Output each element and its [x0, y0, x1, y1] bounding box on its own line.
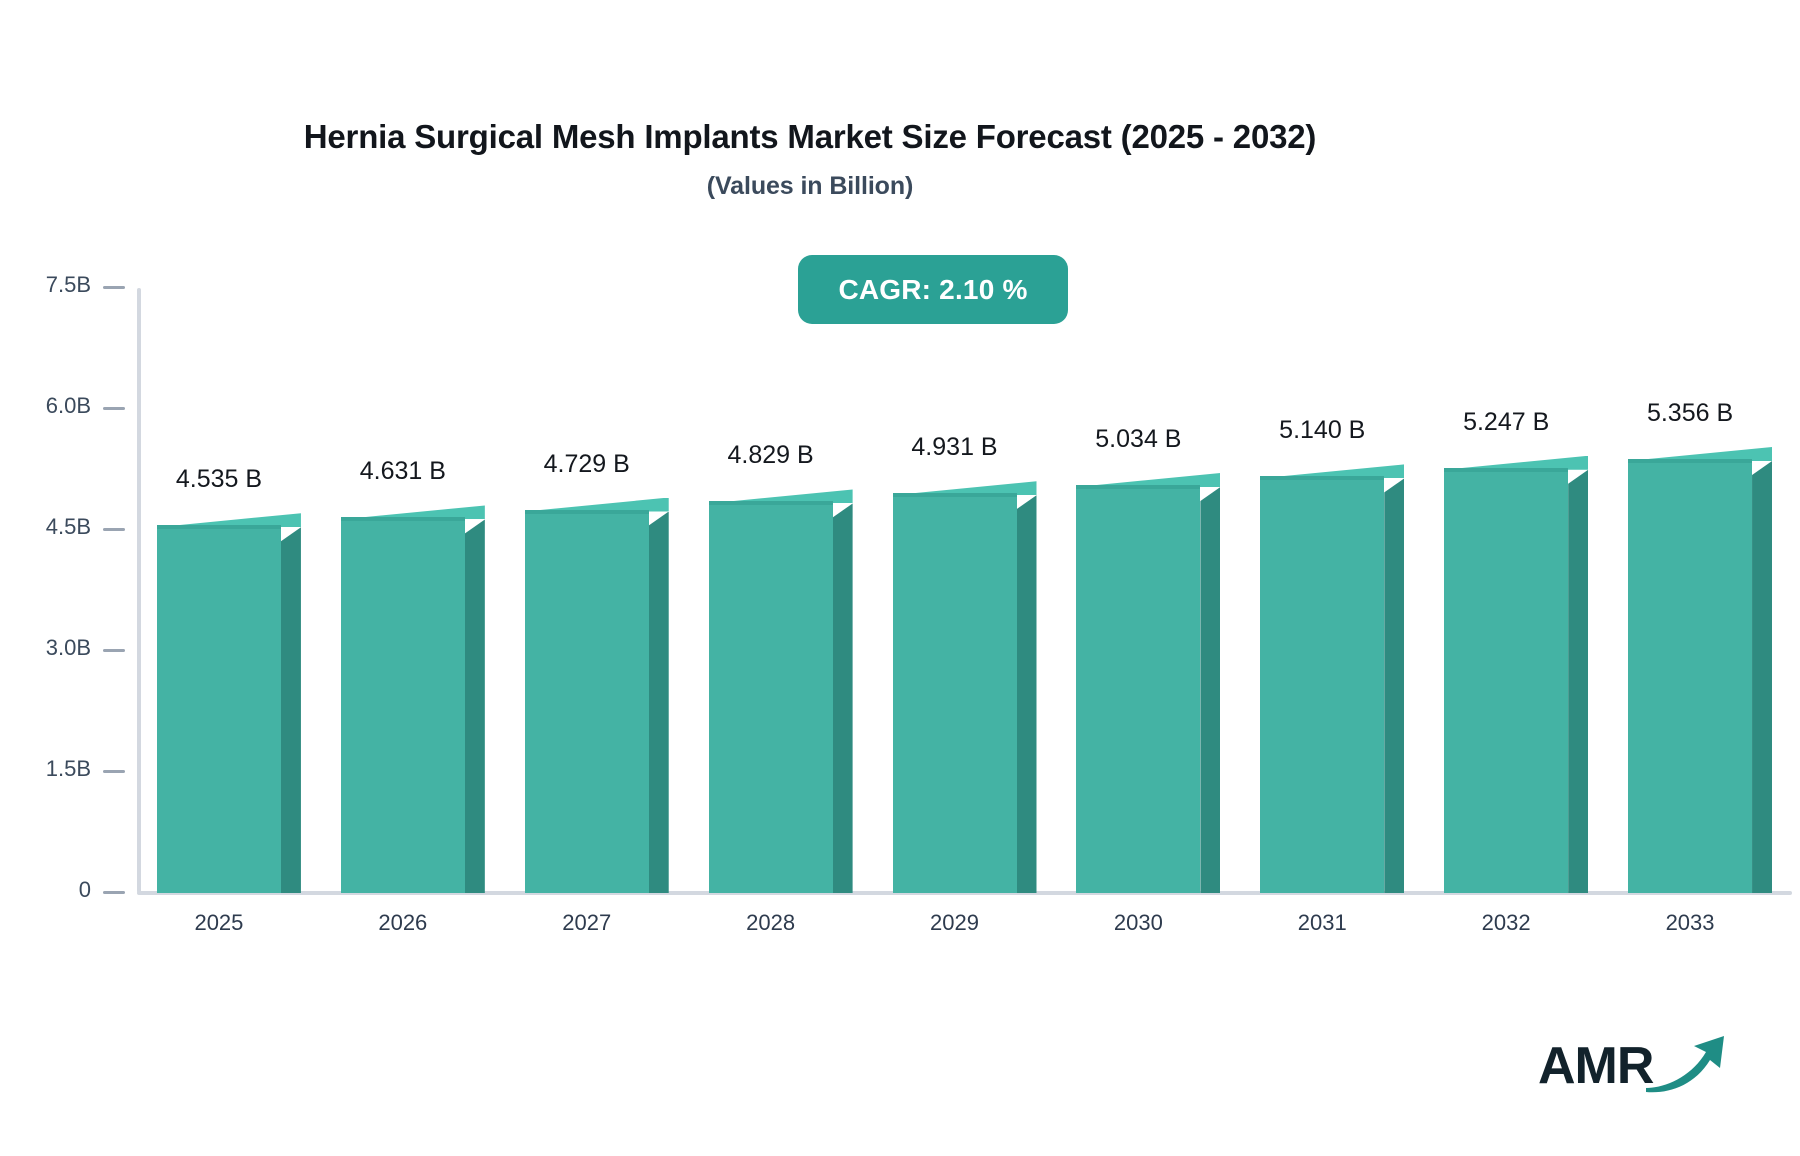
bar-value-label-2029: 4.931 B	[911, 433, 998, 462]
bar-value-label-2033: 5.356 B	[1646, 398, 1734, 427]
bar-value-label-2030: 5.034 B	[1095, 424, 1182, 453]
x-axis-label-2028: 2028	[746, 910, 796, 935]
bar-face	[340, 519, 465, 893]
bar-value-label-2027: 4.729 B	[543, 449, 630, 478]
bar-side-shadow	[1568, 469, 1589, 893]
amr-logo-text: AMR	[1538, 1037, 1654, 1095]
bar-face	[708, 503, 833, 893]
bar-side-shadow	[280, 527, 301, 893]
y-axis-tick-label: 0	[78, 877, 91, 902]
bar-side-shadow	[648, 511, 669, 893]
bar-side-shadow	[464, 519, 485, 893]
bar-top-edge	[1260, 476, 1385, 481]
bar-value-label-2028: 4.829 B	[727, 441, 814, 470]
chart-subtitle: (Values in Billion)	[706, 172, 914, 200]
bar-side-shadow	[1384, 478, 1405, 893]
bar-2027[interactable]	[524, 497, 669, 893]
bar-2033[interactable]	[1628, 446, 1773, 893]
x-axis-label-2027: 2027	[562, 910, 612, 935]
bar-face	[524, 511, 649, 893]
amr-logo: AMR	[1538, 1036, 1724, 1095]
bar-2030[interactable]	[1076, 472, 1221, 893]
bar-top-edge	[1444, 467, 1569, 472]
bar-side-shadow	[1752, 460, 1773, 893]
y-axis-tick-label: 4.5B	[45, 514, 91, 539]
bar-value-label-2031: 5.140 B	[1279, 416, 1366, 445]
bar-top-edge	[156, 525, 281, 530]
bar-top-edge	[340, 517, 465, 522]
bar-face	[892, 495, 1017, 893]
bar-2029[interactable]	[892, 481, 1037, 893]
bar-2032[interactable]	[1444, 455, 1589, 893]
bar-face	[1260, 478, 1385, 893]
y-axis-tick-mark	[103, 528, 125, 531]
bar-top-edge	[1628, 458, 1753, 463]
bar-side-shadow	[1200, 486, 1221, 893]
bar-side-shadow	[832, 503, 853, 893]
bar-value-label-2025: 4.535 B	[175, 465, 263, 494]
y-axis-tick-label: 7.5B	[45, 272, 91, 297]
x-axis-label-2026: 2026	[378, 910, 428, 935]
y-axis-tick-label: 1.5B	[45, 756, 91, 781]
y-axis-tick-label: 3.0B	[45, 635, 91, 660]
bar-top-edge	[892, 493, 1017, 498]
x-axis-label-2030: 2030	[1113, 910, 1163, 935]
x-axis-label-2033: 2033	[1665, 910, 1715, 935]
x-axis-label-2029: 2029	[930, 910, 979, 935]
bar-top-edge	[708, 501, 833, 506]
bar-2026[interactable]	[340, 505, 485, 893]
bar-top-edge	[524, 509, 649, 514]
bar-value-label-2032: 5.247 B	[1463, 407, 1550, 436]
bar-face	[1628, 460, 1753, 893]
y-axis-tick-mark	[103, 891, 125, 894]
y-axis-tick-mark	[103, 407, 125, 410]
bar-face	[1076, 486, 1201, 893]
bar-side-shadow	[1016, 495, 1037, 893]
bar-2031[interactable]	[1260, 464, 1405, 893]
chart-title: Hernia Surgical Mesh Implants Market Siz…	[303, 118, 1317, 155]
y-axis-line	[137, 288, 141, 893]
x-axis-line	[137, 891, 1792, 895]
bar-2028[interactable]	[708, 489, 853, 893]
bar-top-edge	[1076, 484, 1201, 489]
x-axis-label-2031: 2031	[1297, 910, 1347, 935]
x-axis-label-2025: 2025	[194, 910, 244, 935]
y-axis-tick-mark	[103, 649, 125, 652]
bar-face	[1444, 469, 1569, 893]
bar-face	[156, 527, 281, 893]
growth-arrow-icon	[1644, 1032, 1730, 1099]
y-axis-tick-mark	[103, 770, 125, 773]
bar-value-label-2026: 4.631 B	[359, 457, 446, 486]
y-axis-tick-mark	[103, 286, 125, 289]
bar-2025[interactable]	[156, 513, 301, 893]
cagr-badge: CAGR: 2.10 %	[798, 255, 1068, 324]
x-axis-label-2032: 2032	[1481, 910, 1531, 935]
y-axis-tick-label: 6.0B	[45, 393, 91, 418]
